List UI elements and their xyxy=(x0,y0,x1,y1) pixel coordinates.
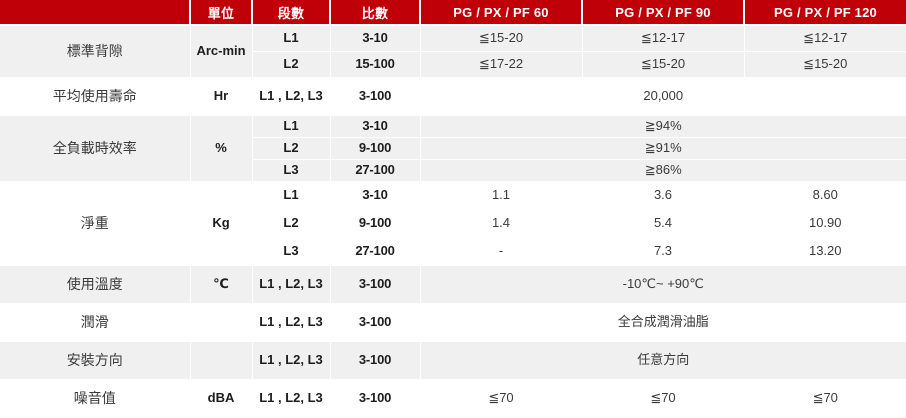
cell-value-all: ≧94% xyxy=(420,115,906,138)
cell-value-120: ≦70 xyxy=(744,379,906,418)
row-label-backlash: 標準背隙 xyxy=(0,25,191,78)
header-stage: 段數 xyxy=(252,0,331,25)
cell-stage: L2 xyxy=(252,209,331,238)
cell-value-90: 3.6 xyxy=(582,181,745,210)
cell-ratio: 27-100 xyxy=(330,237,421,266)
table-row-efficiency-l2: L2 9-100 ≧91% xyxy=(0,137,906,160)
cell-value-90: ≦12-17 xyxy=(582,25,745,52)
header-unit: 單位 xyxy=(190,0,253,25)
cell-ratio: 3-10 xyxy=(330,115,421,138)
row-label-efficiency: 全負載時效率 xyxy=(0,115,191,182)
cell-ratio: 3-100 xyxy=(330,303,421,342)
header-item xyxy=(0,0,191,25)
table-row-backlash-l2: L2 15-100 ≦17-22 ≦15-20 ≦15-20 xyxy=(0,51,906,78)
cell-value-60: ≦70 xyxy=(420,379,583,418)
table-header: 單位 段數 比數 PG / PX / PF 60 PG / PX / PF 90… xyxy=(0,0,906,25)
table-row-weight-l1: 淨重 Kg L1 3-10 1.1 3.6 8.60 xyxy=(0,181,906,266)
row-unit-noise: dBA xyxy=(190,379,253,418)
cell-ratio: 9-100 xyxy=(330,209,421,238)
table-row-weight-l3: L3 27-100 - 7.3 13.20 xyxy=(0,237,906,266)
cell-stage: L1 , L2, L3 xyxy=(252,341,331,380)
cell-value-120: 8.60 xyxy=(744,181,906,210)
cell-ratio: 15-100 xyxy=(330,51,421,78)
row-label-lifetime: 平均使用壽命 xyxy=(0,77,191,116)
cell-value-all: 20,000 xyxy=(420,77,906,116)
cell-ratio: 3-100 xyxy=(330,265,421,304)
table-body: 標準背隙 Arc-min L1 3-10 ≦15-20 ≦12-17 ≦12-1… xyxy=(0,25,906,418)
table-row-backlash-l1: 標準背隙 Arc-min L1 3-10 ≦15-20 ≦12-17 ≦12-1… xyxy=(0,25,906,78)
cell-ratio: 3-100 xyxy=(330,379,421,418)
row-unit-backlash: Arc-min xyxy=(190,25,253,78)
cell-stage: L2 xyxy=(252,137,331,160)
cell-value-90: ≦15-20 xyxy=(582,51,745,78)
cell-value-all: ≧86% xyxy=(420,159,906,182)
cell-ratio: 9-100 xyxy=(330,137,421,160)
cell-value-60: ≦15-20 xyxy=(420,25,583,52)
cell-value-60: - xyxy=(420,237,583,266)
cell-value-120: ≦15-20 xyxy=(744,51,906,78)
row-unit-weight: Kg xyxy=(190,181,253,266)
cell-ratio: 3-100 xyxy=(330,77,421,116)
row-unit-temperature: ℃ xyxy=(190,265,253,304)
cell-stage: L1 xyxy=(252,181,331,210)
cell-stage: L1 , L2, L3 xyxy=(252,77,331,116)
cell-value-120: 13.20 xyxy=(744,237,906,266)
cell-value-120: ≦12-17 xyxy=(744,25,906,52)
cell-stage: L1 , L2, L3 xyxy=(252,265,331,304)
row-unit-efficiency: % xyxy=(190,115,253,182)
cell-stage: L1 , L2, L3 xyxy=(252,303,331,342)
header-model-90: PG / PX / PF 90 xyxy=(582,0,745,25)
row-label-mounting: 安裝方向 xyxy=(0,341,191,380)
row-label-temperature: 使用溫度 xyxy=(0,265,191,304)
table-row-weight-l2: L2 9-100 1.4 5.4 10.90 xyxy=(0,209,906,238)
cell-value-all: 任意方向 xyxy=(420,341,906,380)
table-row-noise: 噪音值 dBA L1 , L2, L3 3-100 ≦70 ≦70 ≦70 xyxy=(0,379,906,418)
cell-value-60: 1.1 xyxy=(420,181,583,210)
cell-ratio: 3-10 xyxy=(330,181,421,210)
table-row-lubrication: 潤滑 L1 , L2, L3 3-100 全合成潤滑油脂 xyxy=(0,303,906,342)
cell-stage: L3 xyxy=(252,237,331,266)
row-label-lubrication: 潤滑 xyxy=(0,303,191,342)
cell-stage: L3 xyxy=(252,159,331,182)
cell-ratio: 27-100 xyxy=(330,159,421,182)
cell-value-all: 全合成潤滑油脂 xyxy=(420,303,906,342)
cell-ratio: 3-10 xyxy=(330,25,421,52)
cell-value-90: 5.4 xyxy=(582,209,745,238)
cell-stage: L1 xyxy=(252,115,331,138)
row-unit-mounting xyxy=(190,341,253,380)
cell-value-120: 10.90 xyxy=(744,209,906,238)
table-row-lifetime: 平均使用壽命 Hr L1 , L2, L3 3-100 20,000 xyxy=(0,77,906,116)
cell-stage: L1 xyxy=(252,25,331,52)
header-model-60: PG / PX / PF 60 xyxy=(420,0,583,25)
table-row-mounting: 安裝方向 L1 , L2, L3 3-100 任意方向 xyxy=(0,341,906,380)
cell-value-all: -10℃~ +90℃ xyxy=(420,265,906,304)
cell-stage: L1 , L2, L3 xyxy=(252,379,331,418)
header-ratio: 比數 xyxy=(330,0,421,25)
table-row-efficiency-l3: L3 27-100 ≧86% xyxy=(0,159,906,182)
table-row-temperature: 使用溫度 ℃ L1 , L2, L3 3-100 -10℃~ +90℃ xyxy=(0,265,906,304)
row-label-weight: 淨重 xyxy=(0,181,191,266)
header-model-120: PG / PX / PF 120 xyxy=(744,0,906,25)
header-row: 單位 段數 比數 PG / PX / PF 60 PG / PX / PF 90… xyxy=(0,0,906,25)
cell-value-90: ≦70 xyxy=(582,379,745,418)
cell-value-all: ≧91% xyxy=(420,137,906,160)
table-row-efficiency-l1: 全負載時效率 % L1 3-10 ≧94% xyxy=(0,115,906,182)
cell-value-90: 7.3 xyxy=(582,237,745,266)
cell-ratio: 3-100 xyxy=(330,341,421,380)
row-label-noise: 噪音值 xyxy=(0,379,191,418)
row-unit-lubrication xyxy=(190,303,253,342)
cell-value-60: 1.4 xyxy=(420,209,583,238)
row-unit-lifetime: Hr xyxy=(190,77,253,116)
cell-stage: L2 xyxy=(252,51,331,78)
cell-value-60: ≦17-22 xyxy=(420,51,583,78)
